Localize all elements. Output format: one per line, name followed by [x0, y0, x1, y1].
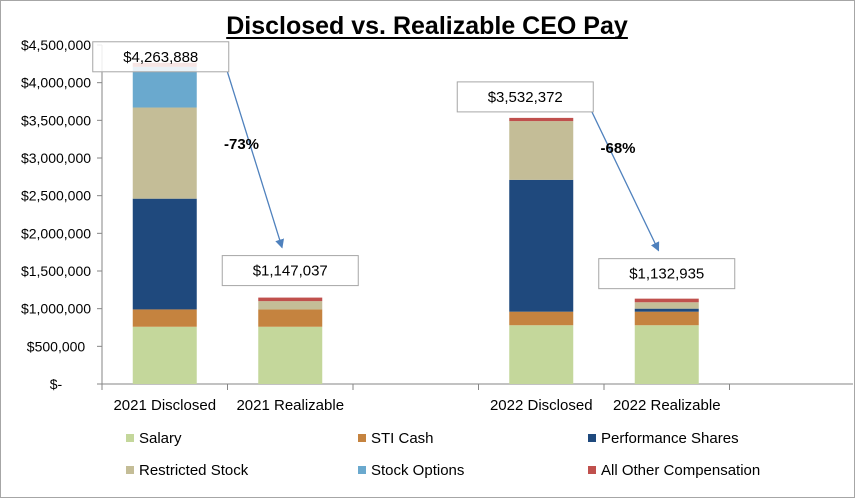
bar-segment: [509, 117, 574, 122]
y-tick-label: $3,000,000: [21, 150, 91, 166]
category-label: 2021 Disclosed: [113, 397, 216, 414]
category-label: 2022 Disclosed: [490, 397, 593, 414]
bar-segment: [258, 309, 323, 327]
bar-segment: [132, 107, 197, 199]
legend-label: Performance Shares: [601, 430, 739, 447]
legend-swatch: [126, 466, 134, 474]
total-callout-box: [456, 81, 594, 113]
legend-swatch: [588, 466, 596, 474]
bar-segment: [132, 66, 197, 108]
legend: Salary STI Cash Performance Shares Restrict…: [126, 430, 760, 479]
legend-label: Restricted Stock: [139, 462, 249, 479]
percent-change-labels: -73% -68%: [224, 136, 636, 157]
legend-swatch: [588, 434, 596, 442]
total-callouts: $4,263,888 $1,147,037 $3,532,372 $1,132,935: [92, 41, 736, 290]
total-callout-box: [92, 41, 230, 73]
legend-label: Stock Options: [371, 462, 464, 479]
legend-swatch: [358, 466, 366, 474]
bar-segment: [132, 309, 197, 327]
bar-segment: [634, 311, 699, 326]
y-tick-label: $3,500,000: [21, 112, 91, 128]
legend-swatch: [358, 434, 366, 442]
total-callout-box: [221, 255, 359, 287]
bar-segment: [509, 311, 574, 326]
legend-label: Salary: [139, 430, 182, 447]
total-callout-label: $3,532,372: [488, 89, 563, 106]
total-callout-box: [598, 258, 736, 290]
bar-segment: [132, 326, 197, 384]
bar-segment: [509, 325, 574, 384]
bar-segment: [634, 298, 699, 303]
bar-segment: [258, 297, 323, 302]
bar-segment: [634, 325, 699, 384]
percent-change-label: -68%: [600, 140, 635, 157]
legend-label: All Other Compensation: [601, 462, 760, 479]
y-tick-label: $2,500,000: [21, 188, 91, 204]
total-callout-label: $1,147,037: [253, 263, 328, 280]
change-arrow: [591, 111, 660, 252]
y-tick-label: $4,500,000: [21, 37, 91, 53]
category-label: 2022 Realizable: [613, 397, 721, 414]
bar-segment: [258, 326, 323, 384]
total-callout-label: $4,263,888: [123, 49, 198, 66]
y-tick-label: $2,000,000: [21, 225, 91, 241]
arrows: [226, 71, 660, 252]
y-tick-label: $1,500,000: [21, 263, 91, 279]
bar-segment: [634, 302, 699, 309]
legend-label: STI Cash: [371, 430, 434, 447]
chart-title: Disclosed vs. Realizable CEO Pay: [226, 12, 628, 40]
x-axis-category-labels: 2021 Disclosed 2021 Realizable 2022 Disclo…: [113, 397, 720, 414]
y-axis-tick-labels: $- $500,000 $1,000,000 $1,500,000 $2,000,000…: [21, 37, 91, 392]
y-tick-label: $1,000,000: [21, 301, 91, 317]
bar-segment: [132, 198, 197, 310]
bar-segment: [258, 301, 323, 310]
bar-segment: [634, 308, 699, 312]
y-tick-label: $500,000: [27, 338, 86, 354]
bars: [132, 62, 699, 384]
y-tick-label: $-: [50, 376, 63, 392]
bar-segment: [509, 121, 574, 180]
y-tick-label: $4,000,000: [21, 75, 91, 91]
bar-segment: [509, 179, 574, 312]
category-label: 2021 Realizable: [236, 397, 344, 414]
total-callout-label: $1,132,935: [629, 266, 704, 283]
legend-swatch: [126, 434, 134, 442]
percent-change-label: -73%: [224, 136, 259, 153]
change-arrow: [226, 71, 285, 249]
